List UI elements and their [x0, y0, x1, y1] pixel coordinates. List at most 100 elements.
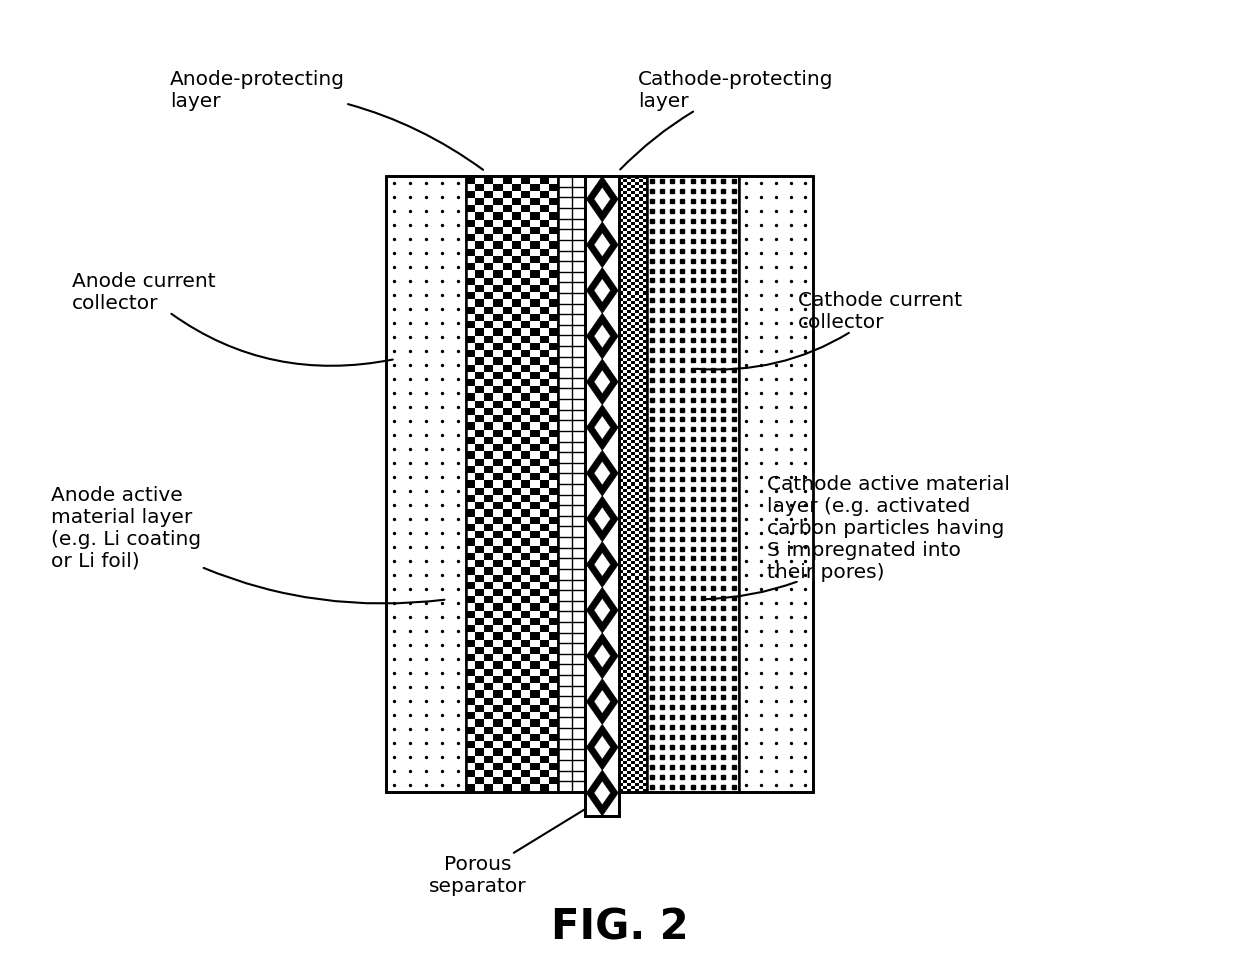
Bar — [484, 466, 493, 474]
Bar — [512, 315, 522, 322]
Bar — [643, 565, 647, 568]
Bar — [522, 423, 530, 430]
Bar — [620, 274, 623, 277]
Bar — [627, 334, 631, 337]
Bar — [475, 242, 484, 249]
Bar — [627, 759, 631, 762]
Bar — [631, 652, 634, 656]
Bar — [627, 589, 631, 592]
Bar — [643, 729, 647, 732]
Bar — [623, 549, 627, 552]
Bar — [643, 237, 647, 240]
Bar — [522, 307, 530, 315]
Bar — [503, 553, 512, 560]
Bar — [639, 719, 643, 722]
Bar — [493, 748, 503, 756]
Bar — [627, 547, 631, 549]
Bar — [639, 229, 643, 232]
Bar — [623, 519, 627, 522]
Bar — [643, 613, 647, 616]
Bar — [620, 625, 623, 628]
Bar — [539, 683, 549, 691]
Bar — [639, 598, 643, 601]
Bar — [623, 247, 627, 250]
Bar — [522, 654, 530, 662]
Bar — [512, 416, 522, 423]
Bar — [466, 380, 475, 387]
Bar — [623, 458, 627, 462]
Bar — [623, 404, 627, 407]
Bar — [643, 668, 647, 671]
Bar — [631, 586, 634, 589]
Bar — [631, 525, 634, 528]
Bar — [634, 183, 639, 186]
Bar — [639, 210, 643, 213]
Bar — [484, 669, 493, 676]
Bar — [620, 668, 623, 671]
Bar — [539, 770, 549, 777]
Bar — [639, 604, 643, 608]
Bar — [639, 296, 643, 298]
Bar — [522, 322, 530, 329]
Bar — [623, 756, 627, 759]
Bar — [634, 310, 639, 313]
Bar — [530, 343, 539, 351]
Bar — [623, 240, 627, 244]
Text: FIG. 2: FIG. 2 — [550, 905, 689, 948]
Bar — [639, 489, 643, 492]
Bar — [643, 716, 647, 719]
Bar — [623, 780, 627, 783]
Bar — [639, 628, 643, 632]
Bar — [466, 192, 475, 199]
Bar — [627, 450, 631, 453]
Bar — [627, 280, 631, 283]
Bar — [493, 184, 503, 192]
Bar — [539, 553, 549, 560]
Bar — [639, 428, 643, 431]
Bar — [620, 474, 623, 477]
Bar — [627, 770, 631, 773]
Bar — [503, 351, 512, 358]
Bar — [634, 746, 639, 749]
Bar — [634, 280, 639, 283]
Bar — [623, 628, 627, 632]
Bar — [620, 390, 623, 392]
Bar — [627, 522, 631, 525]
Bar — [620, 232, 623, 234]
Bar — [503, 278, 512, 286]
Bar — [627, 286, 631, 289]
Bar — [530, 676, 539, 683]
Bar — [643, 226, 647, 229]
Bar — [643, 371, 647, 374]
Bar — [620, 595, 623, 598]
Bar — [623, 652, 627, 656]
Bar — [620, 425, 623, 428]
Bar — [627, 177, 631, 180]
Bar — [522, 611, 530, 618]
Bar — [639, 453, 643, 455]
Bar — [466, 278, 475, 286]
Bar — [539, 322, 549, 329]
Polygon shape — [586, 268, 618, 314]
Bar — [634, 753, 639, 756]
Bar — [539, 481, 549, 488]
Bar — [475, 748, 484, 756]
Bar — [623, 192, 627, 196]
Bar — [631, 180, 634, 183]
Bar — [493, 213, 503, 221]
Bar — [639, 289, 643, 293]
Bar — [627, 565, 631, 568]
Bar — [539, 727, 549, 735]
Bar — [634, 390, 639, 392]
Bar — [620, 226, 623, 229]
Bar — [627, 220, 631, 223]
Bar — [631, 780, 634, 783]
Bar — [643, 541, 647, 544]
Bar — [634, 317, 639, 320]
Bar — [530, 286, 539, 293]
Bar — [639, 410, 643, 414]
Bar — [639, 374, 643, 377]
Bar — [634, 237, 639, 240]
Bar — [539, 539, 549, 546]
Bar — [549, 343, 558, 351]
